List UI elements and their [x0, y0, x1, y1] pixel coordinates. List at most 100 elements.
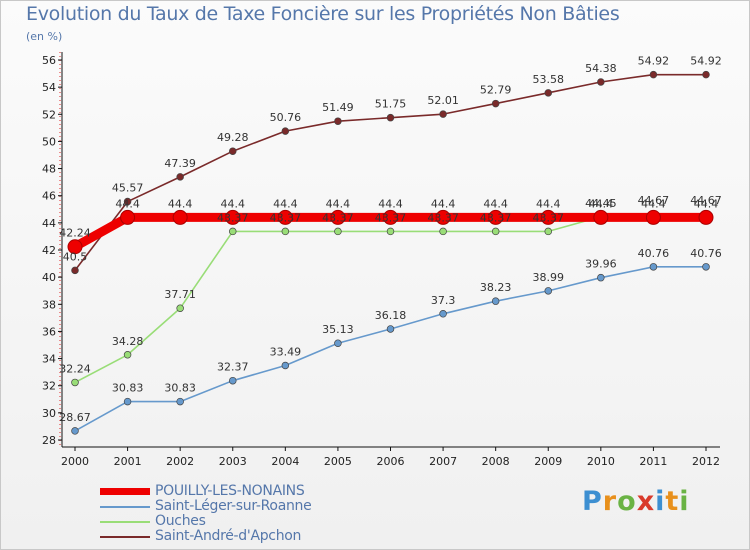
data-point — [229, 227, 237, 236]
y-tick-label: 30 — [42, 407, 56, 420]
data-point — [544, 287, 552, 295]
data-point — [120, 209, 136, 225]
legend-label-pouilly: POUILLY-LES-NONAINS — [155, 483, 305, 499]
x-tick-label: 2007 — [429, 455, 457, 468]
y-tick-label: 28 — [42, 434, 56, 447]
data-label: 44.4 — [273, 197, 298, 210]
data-point — [702, 70, 710, 79]
data-label: 35.13 — [322, 323, 354, 336]
data-label: 51.49 — [322, 101, 354, 114]
y-tick-label: 44 — [42, 217, 56, 230]
data-label: 32.37 — [217, 361, 249, 374]
data-point — [435, 209, 451, 225]
data-point — [491, 227, 500, 236]
data-label: 33.49 — [270, 345, 302, 358]
x-tick-label: 2012 — [692, 455, 720, 468]
data-point — [229, 376, 237, 385]
x-tick-label: 2009 — [534, 455, 562, 468]
data-label: 44.4 — [641, 197, 666, 210]
data-label: 43.37 — [322, 211, 354, 224]
y-tick-label: 52 — [42, 108, 56, 121]
legend-swatch-saint-andre — [100, 536, 150, 538]
data-label: 36.18 — [375, 309, 407, 322]
data-point — [544, 227, 552, 236]
data-label: 38.99 — [533, 271, 565, 284]
data-labels-layer: 40.5 45.57 47.39 49.28 50.76 51.49 51.75 52.01 5… — [59, 55, 722, 424]
data-label: 37.71 — [164, 288, 196, 301]
data-point — [649, 70, 658, 79]
data-label: 38.23 — [480, 281, 512, 294]
data-label: 43.37 — [270, 211, 302, 224]
data-label: 50.76 — [270, 111, 302, 124]
data-label: 53.58 — [533, 73, 565, 86]
data-point — [597, 273, 605, 282]
data-label: 43.37 — [375, 211, 407, 224]
data-point — [176, 397, 184, 406]
data-label: 28.67 — [59, 411, 91, 424]
data-label: 44.4 — [536, 197, 561, 210]
data-point — [71, 378, 79, 387]
data-point — [71, 427, 79, 435]
data-point — [334, 117, 342, 125]
data-point — [439, 310, 447, 318]
data-label: 44.4 — [694, 197, 719, 210]
data-point — [334, 227, 342, 236]
data-label: 54.92 — [690, 55, 722, 68]
data-label: 40.76 — [638, 247, 670, 260]
axes: 28 30 32 34 36 38 40 42 44 46 48 50 52 54 56 2000 2001 20… — [42, 52, 720, 468]
legend-swatch-pouilly — [100, 488, 150, 495]
data-label: 43.37 — [217, 211, 249, 224]
data-label: 40.76 — [690, 247, 722, 260]
data-point — [277, 209, 293, 225]
y-axis-unit: (en %) — [26, 30, 63, 43]
data-point — [597, 78, 605, 86]
data-point — [702, 263, 710, 271]
logo-letter: i — [655, 486, 666, 517]
data-label: 52.01 — [427, 94, 459, 107]
legend-label-saint-leger: Saint-Léger-sur-Roanne — [155, 498, 312, 514]
data-label: 49.28 — [217, 131, 249, 144]
y-tick-label: 38 — [42, 298, 56, 311]
data-label: 43.37 — [427, 211, 459, 224]
data-label: 42.24 — [59, 227, 91, 240]
y-tick-label: 40 — [42, 271, 56, 284]
data-point — [593, 209, 609, 225]
series-layer — [67, 70, 714, 435]
data-label: 34.28 — [112, 335, 144, 348]
proxiti-logo: Proxiti — [582, 486, 690, 517]
y-tick-label: 46 — [42, 190, 56, 203]
data-point — [225, 209, 241, 225]
data-label: 44.4 — [221, 197, 246, 210]
data-label: 54.38 — [585, 62, 617, 75]
y-tick-label: 34 — [42, 353, 56, 366]
y-tick-label: 54 — [42, 81, 56, 94]
y-tick-label: 32 — [42, 380, 56, 393]
data-label: 44.4 — [378, 197, 403, 210]
data-point — [281, 227, 290, 236]
data-point — [334, 339, 342, 347]
data-point — [123, 197, 132, 206]
x-tick-label: 2000 — [61, 455, 89, 468]
logo-letter: r — [602, 486, 618, 517]
legend-swatch-saint-leger — [100, 506, 150, 508]
y-tick-label: 48 — [42, 163, 56, 176]
data-point — [386, 227, 395, 236]
data-label: 44.45 — [585, 197, 617, 210]
data-point — [491, 99, 500, 108]
x-tick-label: 2003 — [219, 455, 247, 468]
data-label: 40.5 — [63, 250, 88, 263]
chart-title: Evolution du Taux de Taxe Foncière sur l… — [26, 3, 620, 25]
data-point — [491, 297, 500, 305]
logo-letter: o — [617, 486, 637, 517]
data-point — [172, 209, 188, 225]
data-point — [488, 209, 504, 225]
data-label: 44.67 — [638, 194, 670, 207]
data-label: 44.4 — [326, 197, 351, 210]
data-point — [176, 304, 184, 312]
data-point — [698, 209, 714, 225]
data-point — [544, 89, 552, 97]
legend-swatch-ouches — [100, 521, 150, 523]
data-point — [386, 325, 395, 333]
logo-letter: t — [665, 486, 680, 517]
